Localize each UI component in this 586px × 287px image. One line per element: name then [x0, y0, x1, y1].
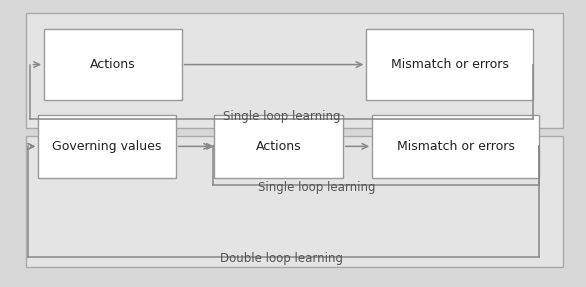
- Bar: [44, 29, 182, 100]
- Bar: [38, 115, 176, 178]
- Bar: [366, 29, 533, 100]
- Text: Double loop learning: Double loop learning: [220, 252, 343, 265]
- Text: Mismatch or errors: Mismatch or errors: [397, 140, 515, 153]
- Text: Single loop learning: Single loop learning: [258, 181, 375, 195]
- Bar: [26, 136, 563, 267]
- Text: Single loop learning: Single loop learning: [223, 110, 340, 123]
- Bar: [26, 13, 563, 128]
- Bar: [214, 115, 343, 178]
- Text: Actions: Actions: [255, 140, 301, 153]
- Text: Mismatch or errors: Mismatch or errors: [391, 58, 509, 71]
- Bar: [372, 115, 539, 178]
- Text: Actions: Actions: [90, 58, 135, 71]
- Text: Governing values: Governing values: [52, 140, 162, 153]
